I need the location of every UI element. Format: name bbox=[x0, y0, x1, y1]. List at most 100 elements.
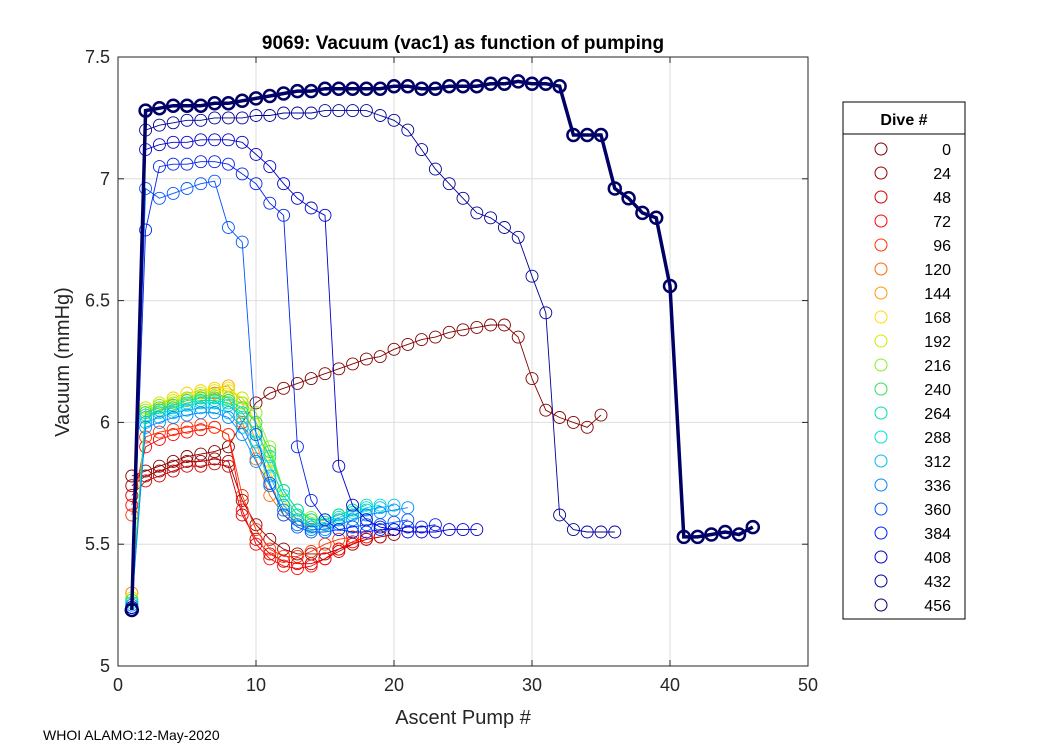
data-point bbox=[193, 98, 209, 113]
data-point bbox=[731, 527, 747, 542]
data-point bbox=[194, 423, 208, 437]
data-point bbox=[277, 508, 291, 522]
data-point bbox=[152, 415, 166, 429]
data-point bbox=[414, 81, 429, 96]
data-point bbox=[304, 493, 318, 507]
data-point bbox=[387, 113, 401, 127]
data-point bbox=[290, 376, 304, 390]
data-point bbox=[332, 513, 346, 527]
data-point bbox=[290, 440, 304, 454]
data-point bbox=[180, 425, 194, 439]
data-point bbox=[456, 523, 470, 537]
data-point bbox=[194, 459, 208, 473]
data-point bbox=[318, 208, 332, 222]
data-point bbox=[304, 201, 318, 215]
data-point bbox=[277, 484, 291, 498]
data-point bbox=[221, 411, 235, 424]
data-point bbox=[194, 386, 208, 400]
data-point bbox=[221, 406, 235, 420]
data-point bbox=[179, 98, 195, 113]
data-point bbox=[484, 318, 498, 332]
data-point bbox=[290, 520, 304, 534]
data-point bbox=[386, 78, 402, 94]
data-point bbox=[318, 523, 332, 537]
data-point bbox=[139, 223, 153, 237]
data-point bbox=[180, 450, 194, 463]
data-point bbox=[235, 411, 249, 424]
data-point bbox=[332, 362, 346, 376]
data-point bbox=[593, 127, 609, 143]
legend-item: 192 bbox=[874, 334, 951, 351]
series-line bbox=[131, 392, 339, 593]
data-point bbox=[194, 454, 208, 468]
data-point bbox=[139, 474, 153, 488]
data-point bbox=[359, 503, 373, 517]
data-point bbox=[553, 508, 567, 522]
data-point bbox=[359, 352, 373, 366]
data-point bbox=[263, 476, 277, 490]
data-point bbox=[608, 525, 622, 539]
data-point bbox=[249, 428, 263, 442]
legend-item: 408 bbox=[874, 550, 951, 567]
data-point bbox=[373, 109, 387, 122]
legend-item: 96 bbox=[874, 238, 951, 255]
series-line bbox=[131, 424, 353, 557]
data-point bbox=[373, 350, 387, 364]
legend-label: 216 bbox=[924, 358, 951, 375]
data-point bbox=[553, 411, 567, 424]
data-point bbox=[331, 81, 347, 96]
legend-item: 216 bbox=[874, 358, 951, 375]
data-point bbox=[415, 333, 429, 347]
data-point bbox=[152, 469, 166, 483]
data-point bbox=[372, 81, 388, 96]
y-tick-label: 7.5 bbox=[85, 47, 110, 67]
data-point bbox=[470, 523, 484, 537]
y-axis-label: Vacuum (mmHg) bbox=[52, 287, 74, 437]
data-point bbox=[180, 459, 194, 473]
data-point bbox=[221, 391, 235, 405]
data-point bbox=[235, 489, 249, 502]
data-point bbox=[594, 408, 608, 422]
data-point bbox=[139, 182, 153, 195]
data-point bbox=[345, 81, 360, 96]
data-point bbox=[249, 396, 263, 410]
data-point bbox=[539, 403, 553, 417]
data-point bbox=[304, 525, 318, 539]
data-point bbox=[525, 372, 539, 386]
legend-item: 288 bbox=[874, 430, 951, 447]
series-456 bbox=[124, 74, 761, 618]
data-point bbox=[442, 177, 456, 191]
data-point bbox=[346, 535, 360, 549]
legend-marker bbox=[874, 430, 888, 444]
data-point bbox=[332, 104, 346, 118]
legend-label: 72 bbox=[933, 214, 951, 231]
data-point bbox=[249, 177, 263, 191]
legend-marker bbox=[874, 502, 888, 516]
data-point bbox=[538, 76, 554, 92]
data-point bbox=[235, 235, 249, 249]
legend-label: 240 bbox=[924, 382, 951, 399]
legend-label: 264 bbox=[924, 406, 951, 423]
data-point bbox=[249, 452, 263, 466]
data-point bbox=[194, 113, 208, 127]
legend-label: 360 bbox=[924, 502, 951, 519]
data-point bbox=[249, 109, 263, 122]
data-point bbox=[415, 525, 429, 539]
legend-label: 168 bbox=[924, 310, 951, 327]
data-point bbox=[180, 394, 194, 407]
data-point bbox=[139, 420, 153, 434]
data-point bbox=[208, 174, 222, 188]
data-point bbox=[166, 135, 180, 149]
data-point bbox=[263, 532, 277, 546]
legend-marker bbox=[874, 406, 888, 420]
data-point bbox=[387, 498, 401, 512]
data-point bbox=[318, 547, 332, 561]
series-288 bbox=[125, 396, 387, 610]
y-tick-label: 6.5 bbox=[85, 291, 110, 311]
data-point bbox=[152, 401, 166, 415]
legend-label: 0 bbox=[942, 142, 951, 159]
data-point bbox=[166, 459, 180, 473]
chart-title: 9069: Vacuum (vac1) as function of pumpi… bbox=[262, 33, 664, 54]
data-point bbox=[483, 76, 498, 92]
